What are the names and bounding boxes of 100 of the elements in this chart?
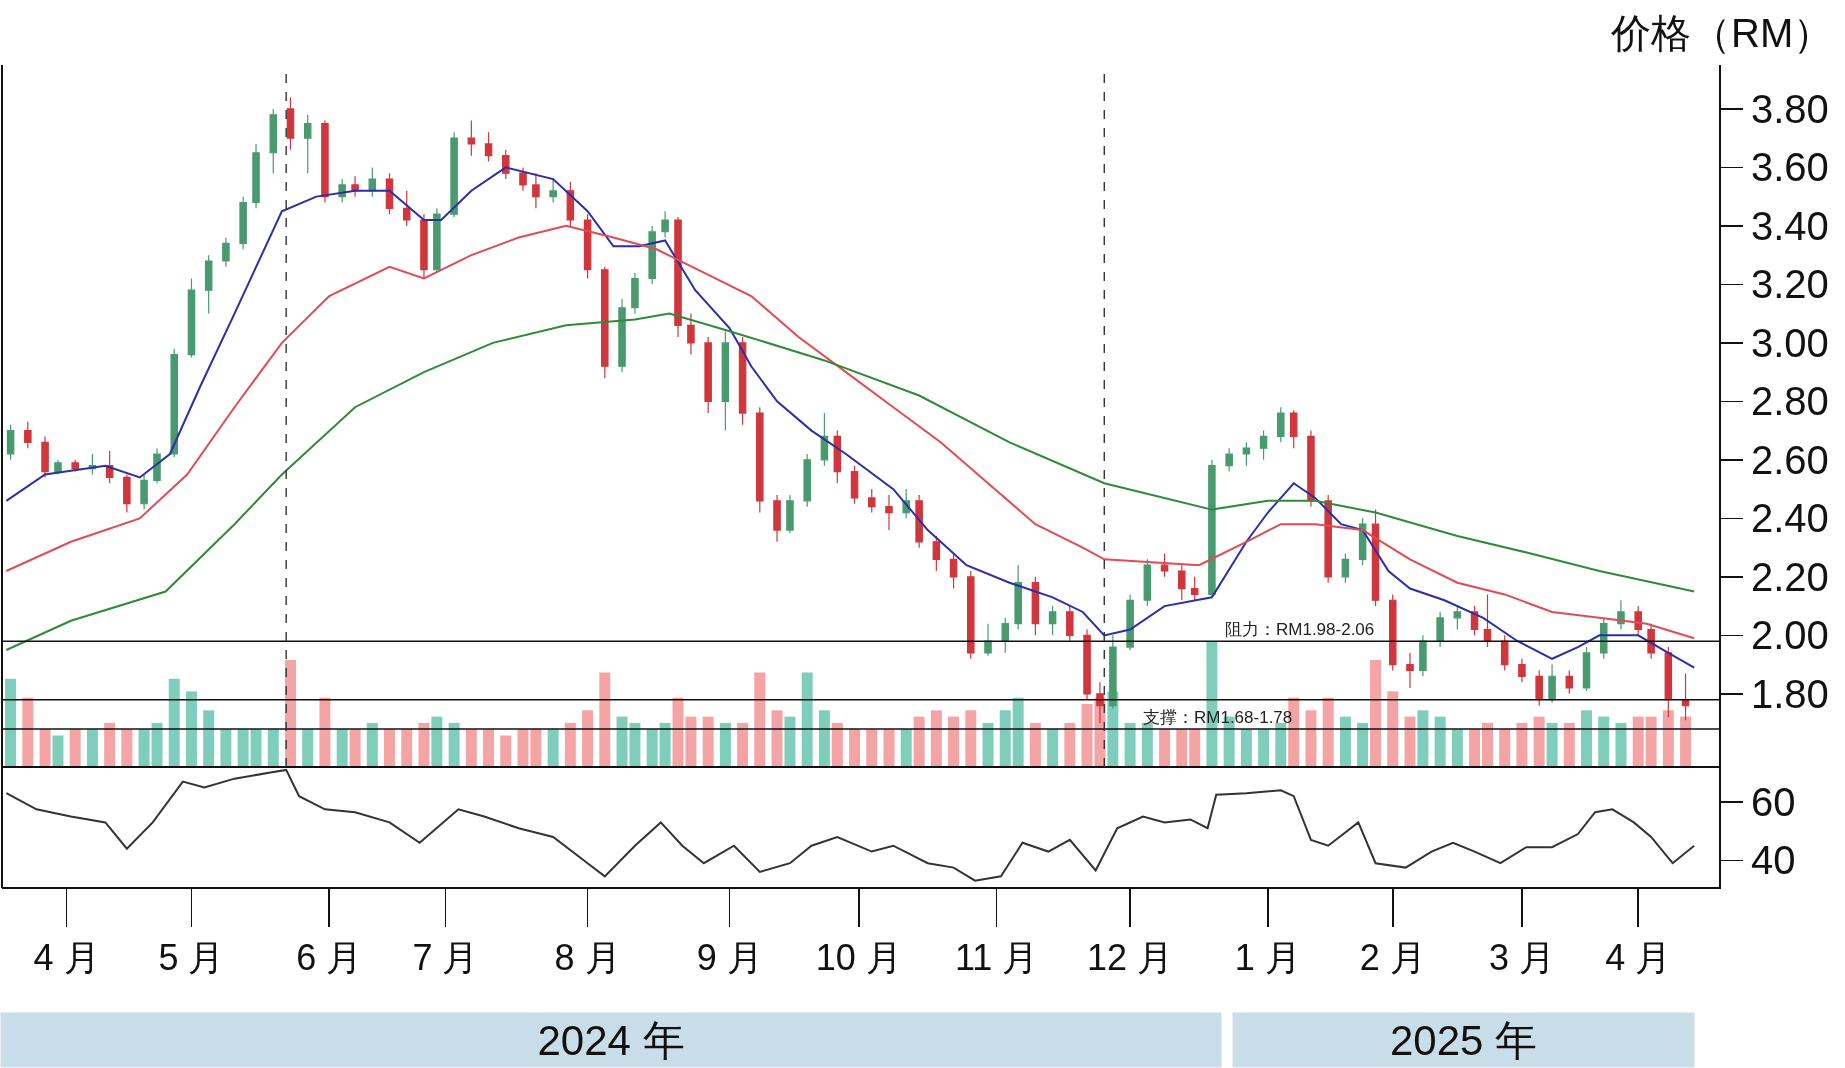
bar — [1258, 729, 1270, 767]
x-tick-label: 4 月 — [1605, 937, 1672, 979]
candlestick — [1436, 611, 1444, 648]
candlestick — [450, 131, 458, 218]
bar — [1662, 710, 1674, 767]
candlestick — [1190, 576, 1199, 601]
x-tick-label: 8 月 — [554, 937, 621, 979]
candlestick — [1483, 593, 1492, 648]
candlestick — [1518, 658, 1526, 683]
y-axis-title: 价格（RM） — [1610, 11, 1834, 55]
candlestick — [1341, 552, 1350, 584]
line-series — [5, 312, 1696, 651]
bar — [1680, 716, 1692, 767]
bar — [1598, 716, 1610, 767]
candlestick — [915, 494, 923, 549]
bar — [1275, 722, 1287, 767]
bar — [1029, 722, 1041, 767]
bar — [500, 735, 512, 767]
candlestick — [601, 266, 609, 379]
candlestick — [583, 213, 592, 280]
y-tick-label: 60 — [1751, 779, 1796, 824]
candlestick — [532, 172, 540, 209]
bar — [1451, 729, 1463, 767]
x-tick-label: 6 月 — [296, 937, 363, 979]
candlestick — [885, 494, 893, 531]
y-tick-label: 2.20 — [1751, 554, 1829, 599]
bar — [1434, 716, 1446, 767]
candlestick — [549, 178, 557, 204]
y-tick-label: 1.80 — [1751, 671, 1829, 716]
bar — [1012, 697, 1024, 767]
bar — [930, 710, 942, 767]
candlestick — [967, 570, 975, 660]
bar — [151, 722, 163, 767]
y-tick-label: 3.00 — [1751, 320, 1829, 365]
bar — [1159, 729, 1171, 767]
candlestick — [24, 421, 32, 449]
bar — [599, 672, 611, 767]
bar — [1645, 716, 1657, 767]
y-tick-label: 3.40 — [1751, 203, 1829, 248]
candlestick — [368, 166, 377, 198]
bar — [646, 729, 658, 767]
x-tick-label: 11 月 — [954, 937, 1039, 979]
candlestick — [1066, 605, 1074, 642]
x-tick-label: 2 月 — [1359, 937, 1426, 979]
bar — [104, 722, 116, 767]
bar — [547, 729, 559, 767]
bar — [801, 672, 813, 767]
bar — [237, 729, 249, 767]
candlestick — [949, 552, 958, 590]
candlestick — [1001, 617, 1010, 654]
bar — [530, 729, 542, 767]
bar — [771, 710, 783, 767]
candlestick — [1242, 441, 1251, 467]
y-tick-label: 2.00 — [1751, 613, 1829, 658]
bar — [69, 729, 81, 767]
bar — [483, 729, 495, 767]
candlestick — [420, 213, 428, 280]
bar — [685, 716, 697, 767]
bar — [1189, 729, 1201, 767]
candlestick — [1500, 634, 1509, 672]
candlestick — [984, 623, 992, 657]
y-tick-label: 40 — [1751, 838, 1796, 883]
candlestick — [1178, 564, 1186, 601]
line-series — [5, 166, 1696, 669]
bar — [913, 716, 925, 767]
candlestick — [1389, 593, 1397, 672]
x-tick-label: 4 月 — [33, 937, 100, 979]
candlestick — [1582, 646, 1591, 692]
candlestick — [1548, 664, 1556, 704]
x-tick-label: 7 月 — [412, 937, 479, 979]
candlestick — [704, 336, 712, 414]
bar — [1632, 716, 1644, 767]
candlestick — [402, 190, 411, 227]
bar — [900, 729, 912, 767]
candlestick — [868, 488, 876, 514]
bar — [168, 678, 180, 767]
candlestick — [204, 254, 213, 315]
candlestick — [820, 412, 829, 467]
y-tick-label: 2.60 — [1751, 437, 1829, 482]
x-tick-label: 10 月 — [815, 937, 902, 979]
candlestick — [1259, 430, 1268, 461]
candlestick — [1126, 593, 1134, 651]
bar — [564, 722, 576, 767]
candlestick — [286, 96, 295, 151]
bar — [86, 729, 98, 767]
bar — [982, 722, 994, 767]
candlestick — [222, 236, 230, 268]
bar — [267, 729, 279, 767]
bar — [1516, 722, 1528, 767]
candlestick — [153, 447, 161, 484]
bar — [818, 710, 830, 767]
candlestick — [140, 473, 148, 511]
candlestick — [1324, 494, 1332, 584]
candlestick — [502, 149, 510, 180]
candlestick — [850, 465, 859, 505]
candlestick — [351, 175, 359, 198]
candlestick — [674, 216, 682, 338]
bar — [1387, 691, 1399, 767]
bar — [999, 710, 1011, 767]
y-tick-label: 2.80 — [1751, 379, 1829, 424]
